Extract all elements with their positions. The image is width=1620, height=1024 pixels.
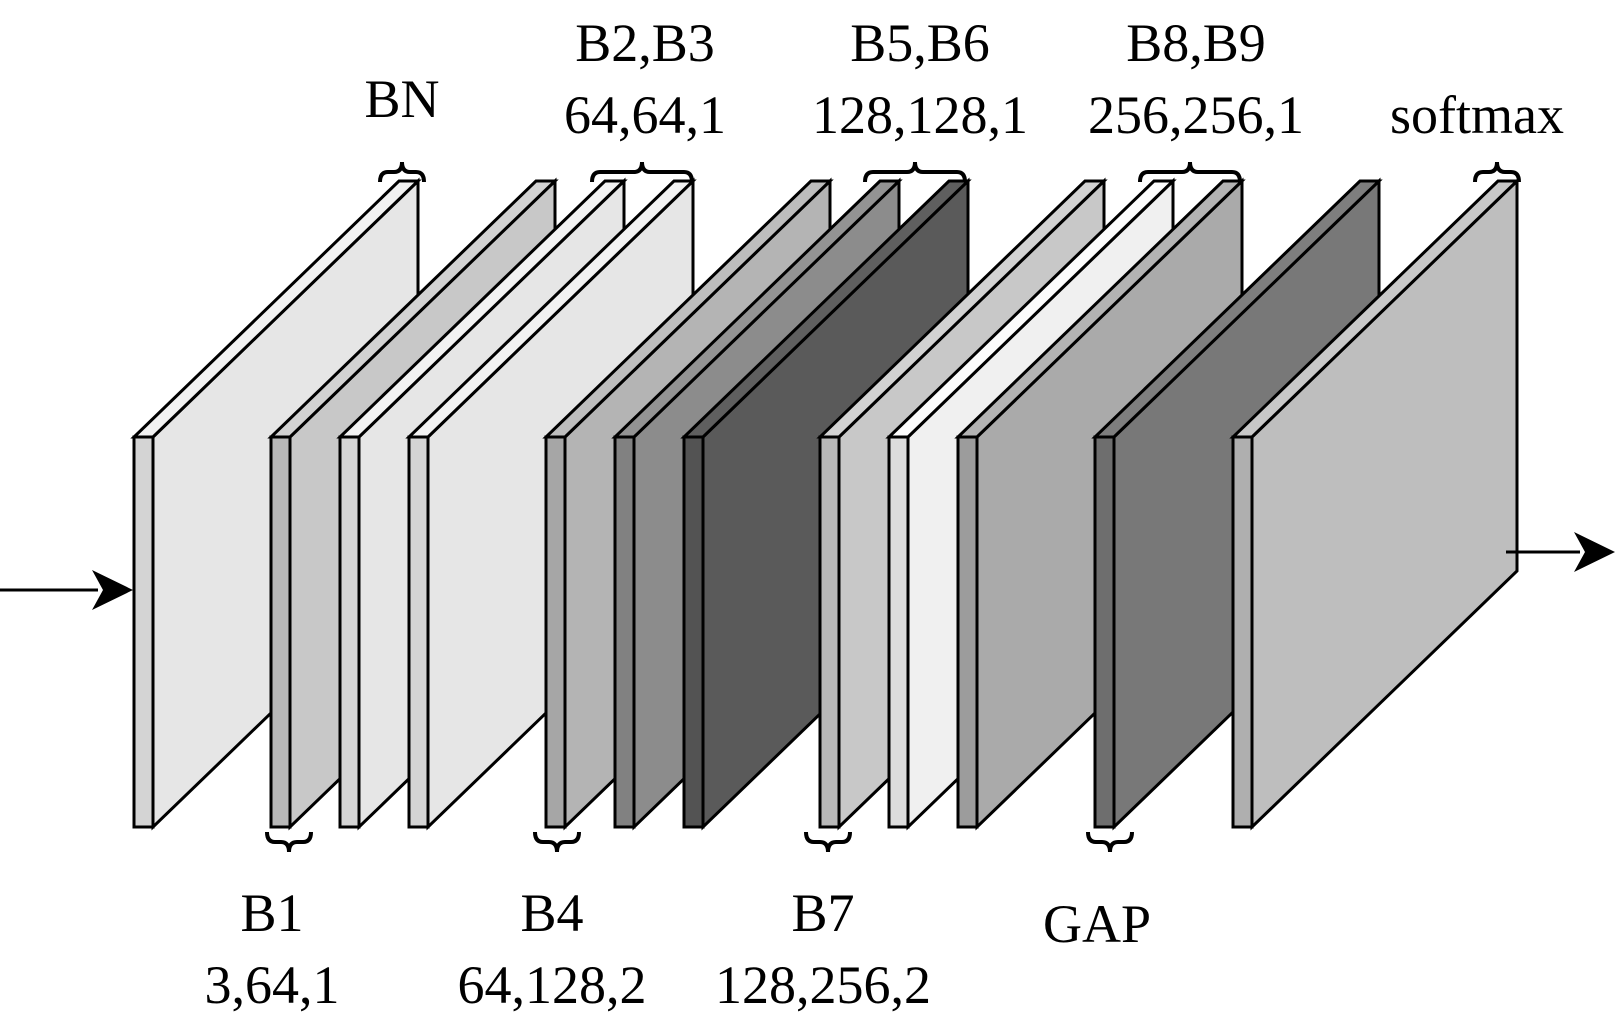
b4-label: B4	[520, 883, 584, 943]
input-arrow-head	[92, 570, 133, 610]
layer-front-edge	[613, 435, 636, 829]
brace-softmax	[1473, 161, 1521, 183]
b1-label: B1	[240, 883, 304, 943]
bn-label: BN	[364, 69, 440, 129]
layer-front-edge	[544, 435, 567, 829]
b5b6-params: 128,128,1	[812, 85, 1028, 145]
b1-params: 3,64,1	[204, 955, 340, 1015]
brace-b8b9	[1138, 161, 1242, 183]
layer-front-edge	[956, 435, 979, 829]
b2b3-label: B2,B3	[575, 13, 715, 73]
arrow-group	[0, 532, 1615, 610]
brace-gap	[1086, 831, 1134, 853]
brace-b1	[265, 831, 313, 853]
b8b9-label: B8,B9	[1126, 13, 1266, 73]
layer-front-edge	[338, 435, 361, 829]
layer-stack	[130, 177, 1521, 831]
layer-front-edge	[269, 435, 292, 829]
b5b6-label: B5,B6	[850, 13, 990, 73]
layer-front-edge	[818, 435, 841, 829]
b7-params: 128,256,2	[715, 955, 931, 1015]
brace-b2b3	[590, 161, 694, 183]
b8b9-params: 256,256,1	[1088, 85, 1304, 145]
layer-front-edge	[132, 435, 155, 829]
layer-front-edge	[887, 435, 910, 829]
layer-front-edge	[1093, 435, 1116, 829]
brace-bn	[378, 161, 426, 183]
output-arrow-head	[1574, 532, 1615, 572]
softmax-label: softmax	[1390, 85, 1564, 145]
layer-front-edge	[1231, 435, 1254, 829]
brace-b4	[533, 831, 581, 853]
b4-params: 64,128,2	[457, 955, 647, 1015]
gap-label: GAP	[1042, 894, 1152, 954]
brace-b5b6	[863, 161, 967, 183]
layer-front-edge	[682, 435, 705, 829]
b2b3-params: 64,64,1	[564, 85, 726, 145]
b7-label: B7	[791, 883, 855, 943]
brace-b7	[804, 831, 852, 853]
brace-group	[265, 161, 1521, 853]
layer-front-edge	[407, 435, 430, 829]
